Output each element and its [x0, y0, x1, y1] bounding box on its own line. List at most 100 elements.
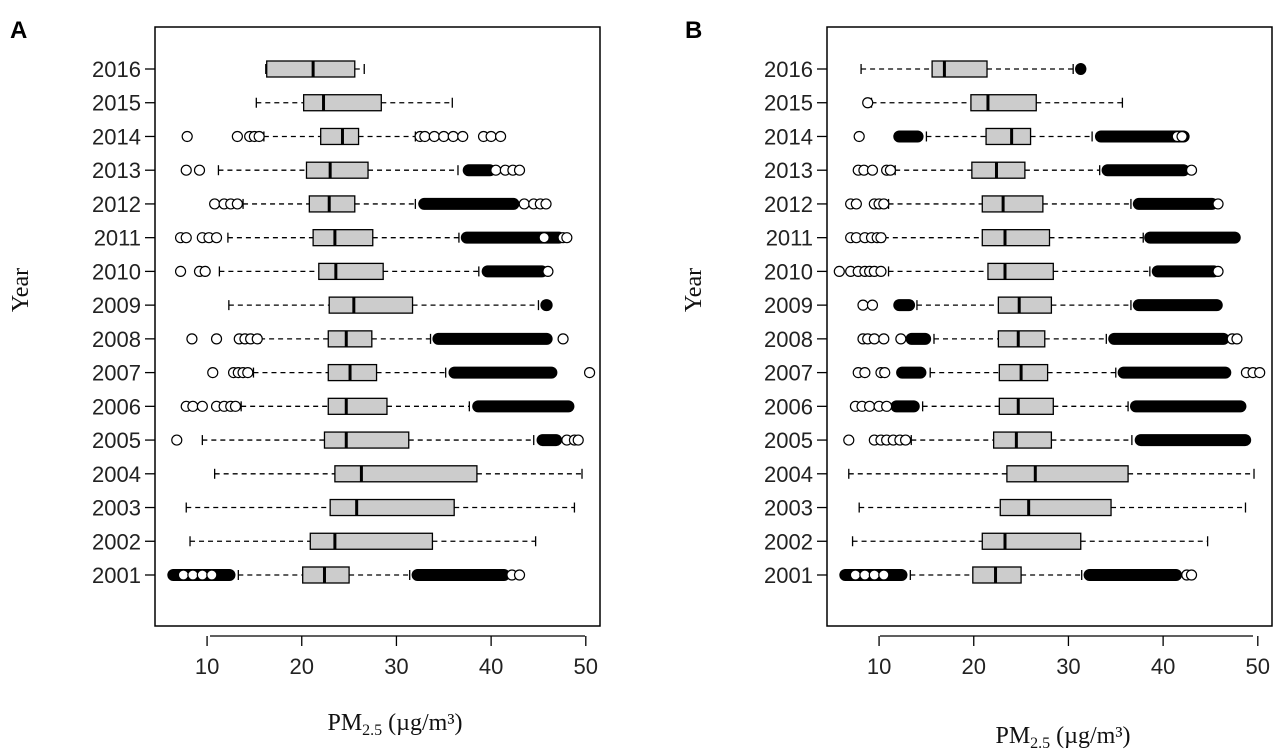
outlier-band [448, 366, 558, 379]
outlier-band [1108, 332, 1230, 345]
box-iqr [999, 498, 1112, 517]
box-iqr [312, 229, 374, 247]
x-tick-label: 50 [1246, 654, 1270, 679]
box-iqr [266, 60, 356, 78]
outlier-point [875, 232, 887, 244]
outlier-point [196, 569, 208, 581]
box-iqr [981, 195, 1044, 213]
outlier-point [174, 265, 187, 277]
outlier-point [561, 232, 573, 244]
outlier-point [538, 232, 550, 244]
outlier-band [905, 332, 932, 345]
y-tick-label: 2007 [92, 361, 141, 386]
outlier-point [229, 400, 242, 412]
outlier-band [536, 434, 563, 447]
outlier-point [878, 333, 890, 345]
y-tick-label: 2010 [764, 259, 813, 284]
outlier-point [884, 164, 897, 176]
box-iqr [327, 363, 378, 382]
y-tick-label: 2013 [92, 158, 141, 183]
outlier-point [1212, 198, 1224, 210]
x-axis-title-unit: (µg/m³) [388, 710, 462, 736]
box-iqr [981, 229, 1051, 247]
y-tick-label: 2002 [764, 529, 813, 554]
outlier-band [1134, 434, 1252, 447]
outlier-point [1212, 265, 1224, 277]
outlier-point [1176, 130, 1188, 143]
outlier-point [1185, 569, 1198, 581]
outlier-point [253, 130, 265, 143]
box-iqr [987, 262, 1054, 281]
box-2010 [833, 262, 1224, 281]
outlier-band [1144, 231, 1241, 244]
box-2006 [180, 397, 575, 415]
box-iqr [971, 161, 1026, 179]
x-axis-title-main: PM [995, 723, 1030, 749]
y-tick-label: 2015 [764, 91, 813, 116]
panel-a: A Year 10 20 30 40 50 PM2.5 (µg/m³) 2016 2015 2014 2… [8, 17, 601, 739]
outlier-point [853, 130, 865, 143]
outlier-point [557, 333, 569, 345]
box-iqr [320, 127, 360, 146]
plot-frame [826, 26, 1273, 627]
y-tick-label: 2004 [92, 462, 141, 487]
box-2003 [185, 498, 576, 517]
box-iqr [981, 532, 1082, 550]
box-iqr [998, 397, 1054, 415]
outlier-point [447, 130, 459, 143]
x-tick-label: 40 [479, 654, 503, 679]
outlier-point [875, 265, 887, 277]
x-axis-title-sub: 2.5 [362, 722, 382, 739]
y-tick-label: 2010 [92, 259, 141, 284]
outlier-point [186, 333, 198, 345]
x-axis-title-unit: (µg/m³) [1056, 723, 1130, 749]
x-axis-title-sub: 2.5 [1030, 735, 1050, 752]
box-2013 [852, 161, 1198, 179]
box-iqr [302, 94, 382, 112]
outlier-point [583, 366, 596, 379]
box-2012 [845, 195, 1224, 213]
x-tick-label: 40 [1151, 654, 1175, 679]
outlier-band [1075, 63, 1087, 75]
y-tick-label: 2008 [92, 327, 141, 352]
outlier-point [438, 130, 450, 143]
outlier-point [868, 569, 880, 581]
box-iqr [985, 127, 1032, 146]
outlier-band [1094, 130, 1190, 143]
outlier-point [231, 198, 243, 210]
outlier-band [1129, 400, 1247, 413]
panel-label: B [685, 17, 702, 44]
y-tick-label: 2009 [92, 293, 141, 318]
outlier-point [419, 130, 431, 143]
outlier-point [859, 366, 871, 379]
box-2008 [186, 330, 569, 348]
outlier-point [540, 198, 552, 210]
plot-frame [154, 26, 601, 627]
x-tick-label: 30 [384, 654, 408, 679]
box-2016 [265, 60, 365, 78]
box-2015 [862, 94, 1124, 112]
x-axis-title: PM2.5 (µg/m³) [995, 723, 1130, 752]
outlier-point [833, 265, 845, 277]
outlier-point [180, 232, 192, 244]
y-tick-label: 2003 [764, 496, 813, 521]
outlier-band [418, 197, 520, 210]
y-tick-label: 2012 [92, 192, 141, 217]
outlier-point [572, 434, 584, 446]
outlier-point [209, 198, 221, 210]
outlier-point [207, 366, 219, 379]
box-iqr [997, 296, 1053, 314]
outlier-point [187, 400, 199, 412]
outlier-point [171, 434, 183, 446]
box-2010 [174, 262, 554, 281]
outlier-band [472, 400, 575, 413]
box-2013 [180, 161, 526, 179]
outlier-point [242, 366, 254, 379]
box-2001 [839, 566, 1198, 584]
panel-b: B Year 10 20 30 40 50 PM2.5 (µg/m³) 2016 2015 2014 2… [681, 17, 1273, 752]
x-tick-label: 10 [195, 654, 219, 679]
box-iqr [327, 330, 373, 348]
y-tick-label: 2004 [764, 462, 813, 487]
y-tick-label: 2016 [92, 57, 141, 82]
y-tick-label: 2001 [92, 563, 141, 588]
